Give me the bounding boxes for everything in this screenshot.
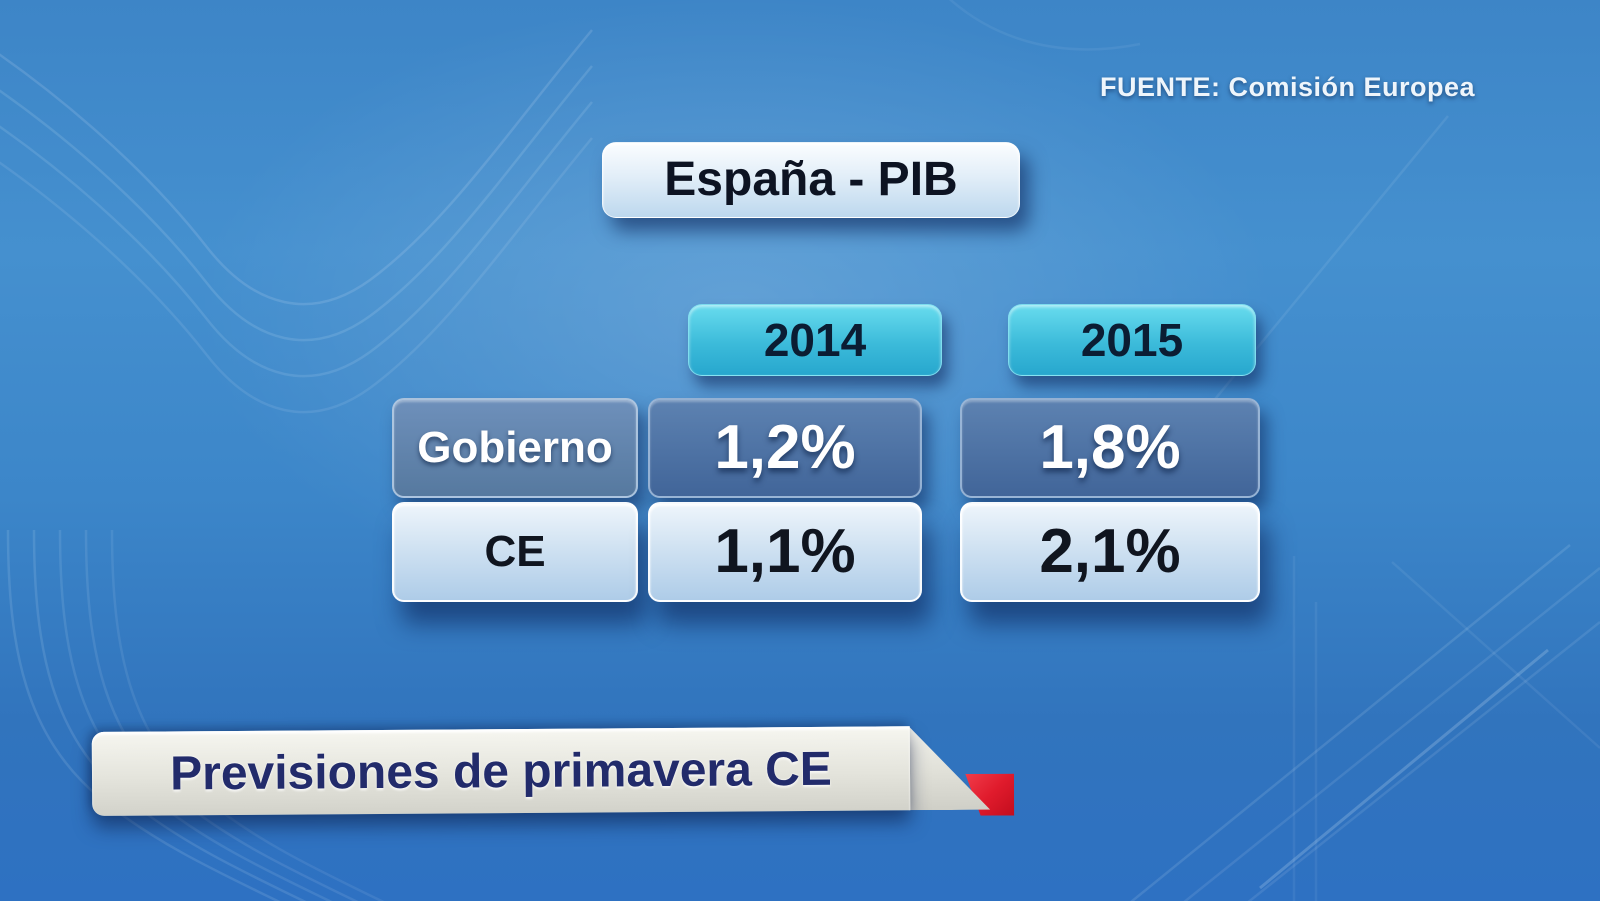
cell-ce-2015-value: 2,1%: [1039, 517, 1181, 586]
cell-gobierno-2015-value: 1,8%: [1039, 413, 1181, 482]
column-header-2015-text: 2015: [1080, 314, 1184, 366]
column-header-2014: 2014: [688, 304, 942, 376]
row-label-gobierno: Gobierno: [392, 398, 638, 498]
cell-gobierno-2014-value: 1,2%: [714, 413, 856, 482]
cell-gobierno-2014: 1,2%: [648, 398, 922, 498]
column-header-2014-text: 2014: [763, 314, 867, 366]
chart-title-text: España - PIB: [664, 153, 958, 206]
banner-bar: Previsiones de primavera CE: [91, 726, 911, 816]
cell-ce-2014-value: 1,1%: [714, 517, 856, 586]
banner-text: Previsiones de primavera CE: [169, 742, 832, 800]
cell-ce-2015: 2,1%: [960, 502, 1260, 602]
chart-title-box: España - PIB: [602, 142, 1020, 218]
cell-ce-2014: 1,1%: [648, 502, 922, 602]
column-header-2015: 2015: [1008, 304, 1256, 376]
row-label-ce: CE: [392, 502, 638, 602]
cell-gobierno-2015: 1,8%: [960, 398, 1260, 498]
source-attribution: FUENTE: Comisión Europea: [1100, 72, 1476, 102]
row-label-gobierno-text: Gobierno: [417, 423, 613, 472]
row-label-ce-text: CE: [484, 527, 546, 576]
